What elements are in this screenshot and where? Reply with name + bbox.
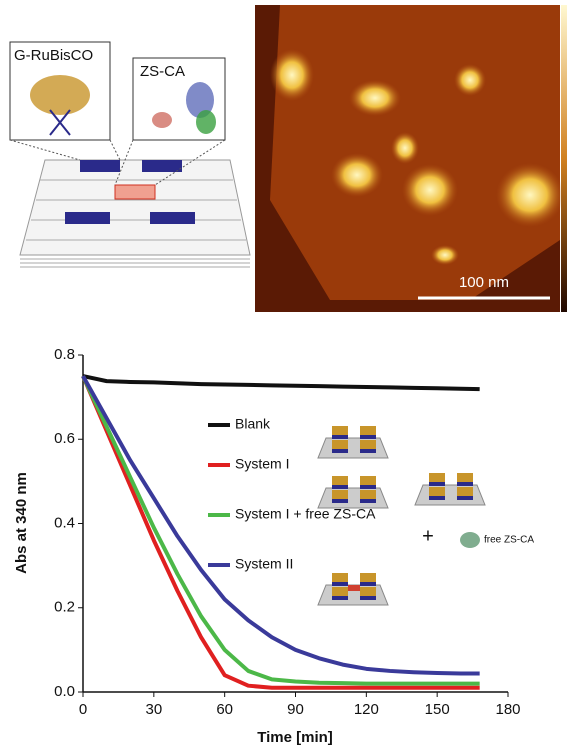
y-tick-label: 0.8 [54, 346, 75, 363]
icon-enzyme [332, 490, 348, 499]
x-tick-label: 30 [145, 701, 162, 718]
icon-origami [457, 482, 473, 486]
icon-origami [429, 496, 445, 500]
legend-label: System I [235, 456, 289, 472]
icon-origami [332, 449, 348, 453]
icon-origami [457, 496, 473, 500]
x-axis-label: Time [min] [257, 729, 333, 746]
icon-enzyme [457, 487, 473, 496]
icon-enzyme [332, 587, 348, 596]
icon-origami [332, 435, 348, 439]
x-tick-label: 60 [216, 701, 233, 718]
icon-platform [415, 485, 485, 505]
annotation: free ZS-CA [484, 535, 534, 546]
icon-origami [332, 596, 348, 600]
icon-origami [332, 582, 348, 586]
x-tick-label: 120 [354, 701, 379, 718]
y-axis-label: Abs at 340 nm [13, 472, 30, 574]
y-tick-label: 0.2 [54, 599, 75, 616]
x-tick-label: 180 [495, 701, 520, 718]
icon-enzyme [360, 426, 376, 435]
icon-enzyme [360, 490, 376, 499]
icon-zsca [348, 585, 360, 591]
icon-enzyme [332, 573, 348, 582]
icon-origami [332, 499, 348, 503]
icon-platform [318, 488, 388, 508]
icon-origami [360, 435, 376, 439]
icon-enzyme [332, 426, 348, 435]
scale-bar-label: 100 nm [459, 274, 509, 291]
icon-origami [360, 596, 376, 600]
icon-enzyme [360, 476, 376, 485]
icon-enzyme [429, 473, 445, 482]
x-tick-label: 0 [79, 701, 87, 718]
y-tick-label: 0.4 [54, 514, 75, 531]
icon-enzyme [360, 573, 376, 582]
icon-enzyme [332, 440, 348, 449]
series-line [83, 376, 480, 684]
y-tick-label: 0.0 [54, 683, 75, 700]
icon-enzyme [360, 587, 376, 596]
x-tick-label: 150 [425, 701, 450, 718]
icon-origami [360, 499, 376, 503]
icon-origami [429, 482, 445, 486]
legend-label: System II [235, 556, 293, 572]
icon-origami [360, 485, 376, 489]
schematic: G-RuBisCO ZS-CA [10, 42, 250, 267]
icon-origami [360, 582, 376, 586]
schematic-label: ZS-CA [140, 63, 185, 80]
icon-enzyme [332, 476, 348, 485]
icon-enzyme [360, 440, 376, 449]
figure: G-RuBisCO ZS-CA 100 nm Time [min] Abs at… [0, 0, 567, 755]
icon-enzyme [429, 487, 445, 496]
series-line [83, 376, 480, 673]
icon-platform [318, 438, 388, 458]
icon-free-zsca [460, 532, 480, 548]
icon-origami [332, 485, 348, 489]
afm-image: 100 nm [255, 5, 567, 312]
legend-label: Blank [235, 416, 271, 432]
x-tick-label: 90 [287, 701, 304, 718]
icon-origami [360, 449, 376, 453]
y-tick-label: 0.6 [54, 430, 75, 447]
annotation: + [422, 525, 434, 547]
schematic-label: G-RuBisCO [14, 47, 93, 64]
series-line [83, 376, 480, 389]
icon-enzyme [457, 473, 473, 482]
